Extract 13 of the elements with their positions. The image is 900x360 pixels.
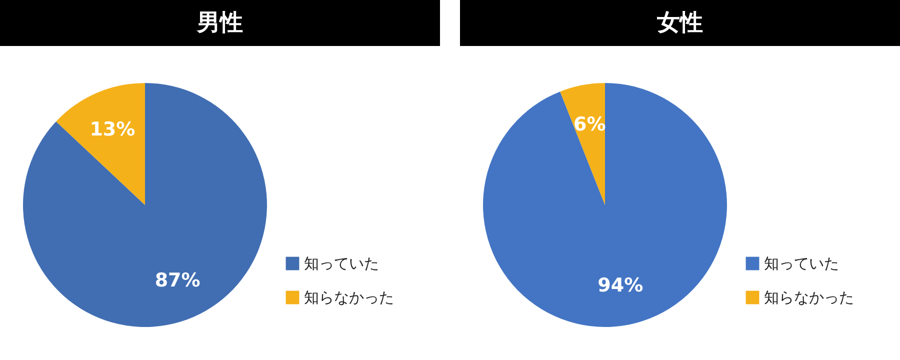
pie-slice (560, 83, 605, 205)
legend-label: 知らなかった (764, 288, 854, 306)
pie-slice (483, 83, 727, 327)
data-label: 94% (598, 274, 644, 297)
chart-title: 女性 (460, 0, 900, 46)
pie-slice (23, 83, 267, 327)
legend-label: 知っていた (764, 254, 839, 272)
data-label: 87% (154, 269, 200, 292)
data-label: 13% (90, 118, 136, 141)
chart-title: 男性 (0, 0, 440, 46)
pie-slice (56, 83, 145, 205)
legend-label: 知っていた (304, 254, 379, 272)
legend-label: 知らなかった (304, 288, 394, 306)
